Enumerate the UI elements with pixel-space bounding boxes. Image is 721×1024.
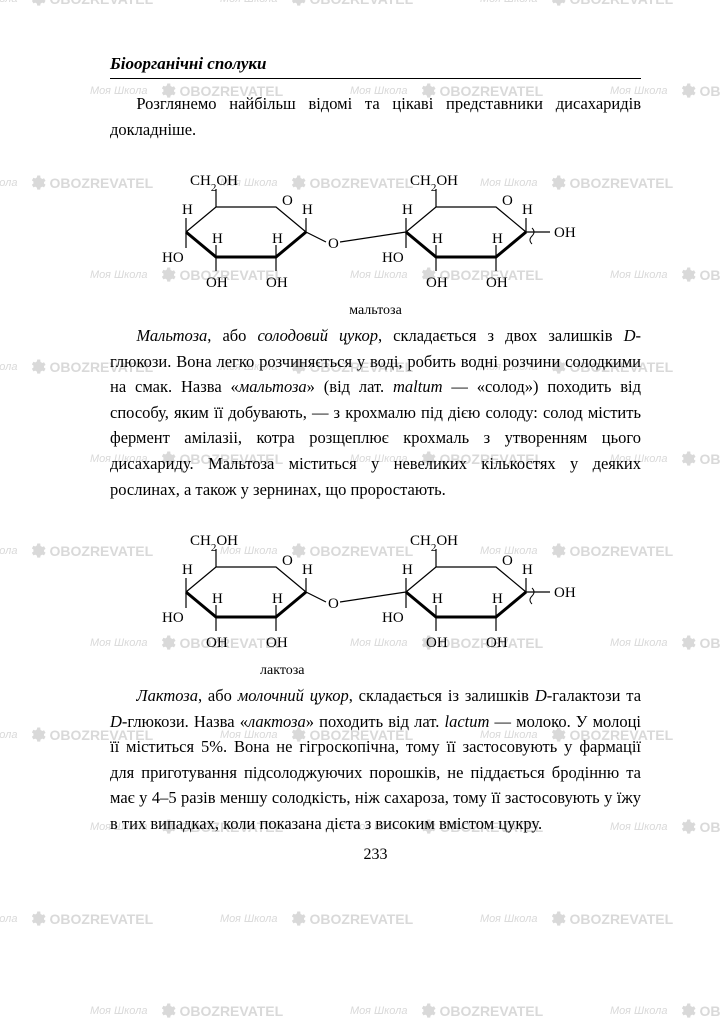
svg-text:OH: OH bbox=[206, 635, 228, 651]
svg-text:CH2OH: CH2OH bbox=[190, 533, 238, 554]
page-content: Біоорганічні сполуки Розглянемо найбільш… bbox=[0, 0, 721, 864]
maltose-paragraph: Мальтоза, або солодовий цукор, складаєть… bbox=[110, 323, 641, 502]
svg-text:H: H bbox=[432, 231, 443, 247]
svg-text:O: O bbox=[282, 553, 293, 569]
svg-text:OH: OH bbox=[486, 635, 508, 651]
svg-text:O: O bbox=[502, 193, 513, 209]
figure-maltose: OCH2OHHHOOHHOHHHOCH2OHHHOOHHOHHHOOH маль… bbox=[110, 152, 641, 319]
svg-text:HO: HO bbox=[382, 610, 404, 626]
svg-text:H: H bbox=[492, 231, 503, 247]
page-number: 233 bbox=[110, 846, 641, 864]
maltose-structure: OCH2OHHHOOHHOHHHOCH2OHHHOOHHOHHHOOH bbox=[146, 152, 606, 307]
svg-text:OH: OH bbox=[266, 635, 288, 651]
svg-text:H: H bbox=[182, 202, 193, 218]
svg-text:H: H bbox=[402, 202, 413, 218]
svg-text:H: H bbox=[522, 562, 533, 578]
svg-text:OH: OH bbox=[266, 275, 288, 291]
svg-text:OH: OH bbox=[206, 275, 228, 291]
svg-text:H: H bbox=[402, 562, 413, 578]
svg-text:H: H bbox=[302, 562, 313, 578]
svg-text:H: H bbox=[522, 202, 533, 218]
svg-text:H: H bbox=[212, 591, 223, 607]
svg-text:H: H bbox=[432, 591, 443, 607]
lactose-structure: OCH2OHHHOOHHOHHHOCH2OHHHOOHHOHHHOOH bbox=[146, 512, 606, 667]
svg-text:H: H bbox=[302, 202, 313, 218]
svg-text:H: H bbox=[272, 231, 283, 247]
svg-text:OH: OH bbox=[426, 635, 448, 651]
maltose-label: мальтоза bbox=[110, 303, 641, 319]
intro-paragraph: Розглянемо найбільш відомі та цікаві пре… bbox=[110, 91, 641, 142]
section-title: Біоорганічні сполуки bbox=[110, 54, 641, 79]
lactose-paragraph: Лактоза, або молочний цукор, складається… bbox=[110, 683, 641, 836]
figure-lactose: OCH2OHHHOOHHOHHHOCH2OHHHOOHHOHHHOOH лакт… bbox=[110, 512, 641, 679]
svg-text:CH2OH: CH2OH bbox=[410, 173, 458, 194]
svg-text:H: H bbox=[212, 231, 223, 247]
svg-text:O: O bbox=[502, 553, 513, 569]
lactose-label: лактоза bbox=[110, 663, 641, 679]
svg-text:H: H bbox=[492, 591, 503, 607]
svg-text:O: O bbox=[328, 236, 339, 252]
svg-text:CH2OH: CH2OH bbox=[410, 533, 458, 554]
svg-text:OH: OH bbox=[554, 225, 576, 241]
svg-text:H: H bbox=[182, 562, 193, 578]
svg-text:OH: OH bbox=[426, 275, 448, 291]
svg-text:HO: HO bbox=[382, 250, 404, 266]
svg-text:HO: HO bbox=[162, 250, 184, 266]
svg-text:H: H bbox=[272, 591, 283, 607]
svg-text:CH2OH: CH2OH bbox=[190, 173, 238, 194]
svg-text:OH: OH bbox=[486, 275, 508, 291]
svg-text:O: O bbox=[328, 596, 339, 612]
svg-text:O: O bbox=[282, 193, 293, 209]
svg-text:HO: HO bbox=[162, 610, 184, 626]
svg-text:OH: OH bbox=[554, 585, 576, 601]
